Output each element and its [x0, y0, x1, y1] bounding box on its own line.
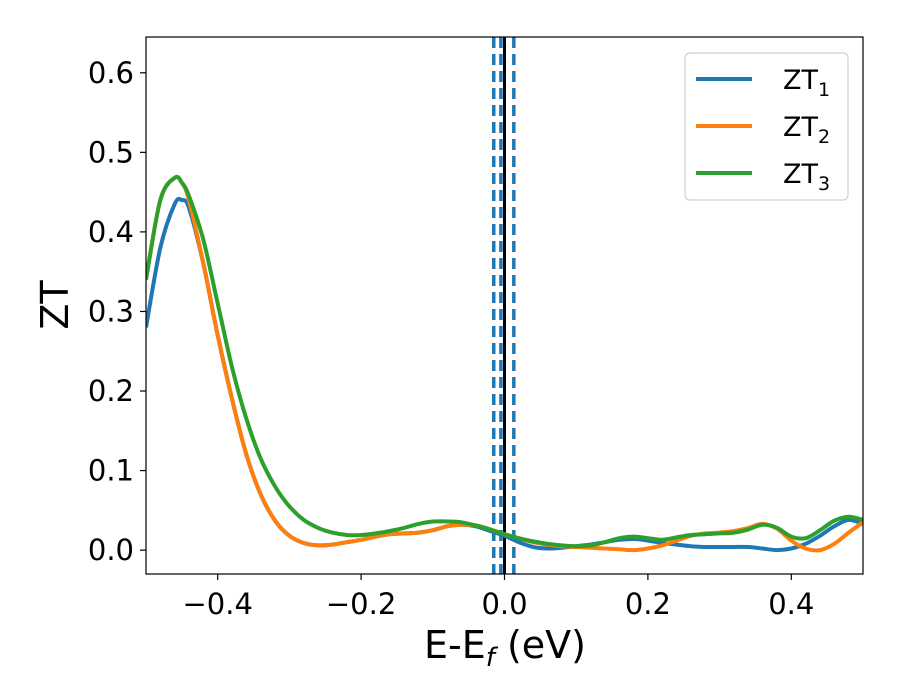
x-axis-ticks: −0.4 −0.2 0.0 0.2 0.4	[182, 574, 814, 621]
x-axis-title-unit: (eV)	[495, 623, 586, 667]
x-tick-label: 0.0	[481, 587, 527, 621]
legend-box	[684, 52, 849, 201]
y-tick-label: 0.0	[88, 533, 134, 567]
legend-label-main: ZT	[783, 112, 818, 143]
legend-label-zt2: ZT2	[783, 112, 830, 148]
x-tick-label: 0.2	[625, 587, 671, 621]
fermi-level-lines	[491, 37, 516, 574]
x-axis-title: E-Ef (eV)	[424, 623, 586, 673]
x-tick-label: −0.2	[326, 587, 396, 621]
x-tick-label: −0.4	[182, 587, 252, 621]
y-axis-title: ZT	[33, 280, 77, 330]
y-tick-label: 0.6	[88, 56, 134, 90]
legend-label-main: ZT	[783, 65, 818, 96]
y-tick-label: 0.3	[88, 294, 134, 328]
y-tick-label: 0.1	[88, 454, 134, 488]
legend-label-subscript: 1	[818, 79, 830, 101]
legend-label-subscript: 2	[818, 126, 830, 148]
legend-label-zt3: ZT3	[783, 159, 830, 195]
series-line-zt3	[146, 174, 863, 549]
y-tick-label: 0.5	[88, 135, 134, 169]
legend-label-main: ZT	[783, 159, 818, 190]
x-tick-label: 0.4	[768, 587, 814, 621]
y-tick-label: 0.4	[88, 215, 134, 249]
legend-label-zt1: ZT1	[783, 65, 830, 101]
y-tick-label: 0.2	[88, 374, 134, 408]
y-axis-ticks: 0.0 0.1 0.2 0.3 0.4 0.5 0.6	[88, 56, 146, 567]
legend-label-subscript: 3	[818, 173, 830, 195]
series-lines	[146, 174, 863, 553]
x-axis-title-main: E-E	[424, 623, 486, 667]
